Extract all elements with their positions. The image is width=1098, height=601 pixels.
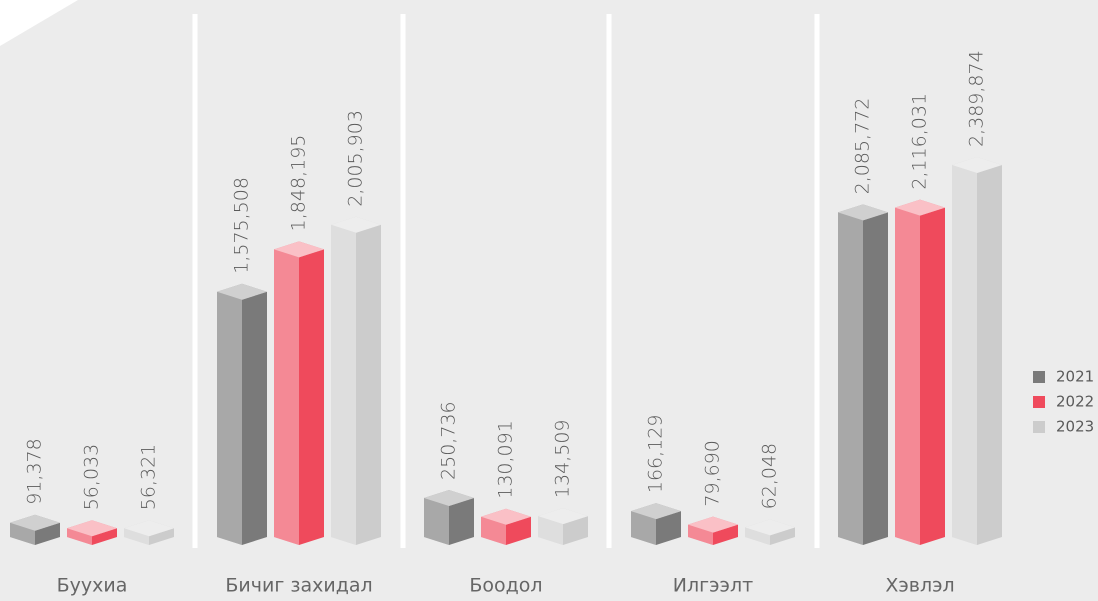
bar-left-face xyxy=(481,516,506,545)
data-label: 130,091 xyxy=(495,420,517,499)
corner-decoration xyxy=(0,0,78,46)
bar-left-shade xyxy=(838,212,863,546)
bar-top-shade xyxy=(631,503,681,520)
bar-top-shade xyxy=(688,516,738,533)
data-label: 2,085,772 xyxy=(852,98,874,195)
data-label: 250,736 xyxy=(438,401,460,480)
data-label: 62,048 xyxy=(759,443,781,509)
bar-right-face xyxy=(713,524,738,545)
bar-left-face xyxy=(895,207,920,546)
bar-left-shade xyxy=(481,516,506,545)
x-tick-label: Бичиг захидал xyxy=(225,575,372,597)
bar-right-face xyxy=(35,522,60,545)
bar-top-shade xyxy=(838,204,888,221)
x-tick-label: Илгээлт xyxy=(673,575,753,597)
bar-left-shade xyxy=(952,165,977,545)
bar-right-face xyxy=(770,527,795,545)
bar-left-shade xyxy=(217,291,242,545)
legend-swatch xyxy=(1033,371,1045,383)
bar-left-face xyxy=(217,291,242,545)
bar-right-face xyxy=(449,497,474,545)
bar-left-shade xyxy=(538,516,563,545)
bar-left-face xyxy=(274,249,299,546)
bar-left-shade xyxy=(10,522,35,545)
bar-top-shade xyxy=(331,216,381,233)
bar-right-face xyxy=(149,528,174,545)
bar-right-face xyxy=(506,516,531,545)
bar-left-shade xyxy=(631,511,656,545)
legend-swatch xyxy=(1033,421,1045,433)
bar-left-shade xyxy=(424,497,449,545)
data-label: 2,389,874 xyxy=(966,50,988,147)
bar-top-shade xyxy=(745,519,795,536)
data-label: 2,005,903 xyxy=(345,110,367,207)
bar-right-face xyxy=(977,165,1002,545)
bar-left-face xyxy=(67,528,92,545)
bar-top-shade xyxy=(124,520,174,537)
legend-label: 2022 xyxy=(1056,393,1094,411)
data-label: 166,129 xyxy=(645,415,667,494)
x-tick-label: Боодол xyxy=(469,575,542,597)
x-tick-label: Хэвлэл xyxy=(885,575,954,597)
bar-right-face xyxy=(920,207,945,546)
bar-top-shade xyxy=(217,283,267,300)
bar-left-face xyxy=(10,522,35,545)
data-label: 56,033 xyxy=(81,444,103,510)
bar-right-face xyxy=(563,516,588,545)
bar-right-face xyxy=(356,224,381,545)
bar-left-shade xyxy=(274,249,299,546)
legend-swatch xyxy=(1033,396,1045,408)
bar-top-shade xyxy=(952,157,1002,173)
data-label: 1,575,508 xyxy=(231,177,253,274)
bar-left-shade xyxy=(67,528,92,545)
bar-top-shade xyxy=(67,520,117,537)
legend-label: 2023 xyxy=(1056,418,1094,436)
data-label: 134,509 xyxy=(552,419,574,498)
bar-left-shade xyxy=(745,527,770,545)
bar-left-face xyxy=(538,516,563,545)
bar-left-shade xyxy=(688,524,713,545)
separators xyxy=(192,14,820,548)
bar-left-face xyxy=(124,528,149,545)
bar-left-face xyxy=(631,511,656,545)
bar-right-face xyxy=(656,511,681,545)
data-label: 79,690 xyxy=(702,440,724,506)
bar-left-shade xyxy=(331,224,356,545)
bar-top-shade xyxy=(424,489,474,506)
bar-left-face xyxy=(838,212,863,546)
data-label: 1,848,195 xyxy=(288,135,310,232)
bar-right-face xyxy=(863,212,888,546)
bar-left-face xyxy=(952,165,977,545)
bar-left-shade xyxy=(895,207,920,546)
legend-label: 2021 xyxy=(1056,368,1094,386)
bar-right-face xyxy=(92,528,117,545)
bar-right-face xyxy=(299,249,324,546)
bar-left-face xyxy=(331,224,356,545)
bar-left-face xyxy=(688,524,713,545)
x-tick-label: Буухиа xyxy=(57,575,128,597)
data-label: 56,321 xyxy=(138,444,160,510)
bar-right-face xyxy=(242,291,267,545)
bar-top-shade xyxy=(895,199,945,216)
bar-left-face xyxy=(424,497,449,545)
data-label: 2,116,031 xyxy=(909,93,931,190)
bar-top-shade xyxy=(274,241,324,258)
bar-left-face xyxy=(745,527,770,545)
bar-top-shade xyxy=(481,508,531,525)
bar-top-shade xyxy=(10,514,60,531)
bar-left-shade xyxy=(124,528,149,545)
bar-top-shade xyxy=(538,508,588,525)
data-label: 91,378 xyxy=(24,438,46,504)
